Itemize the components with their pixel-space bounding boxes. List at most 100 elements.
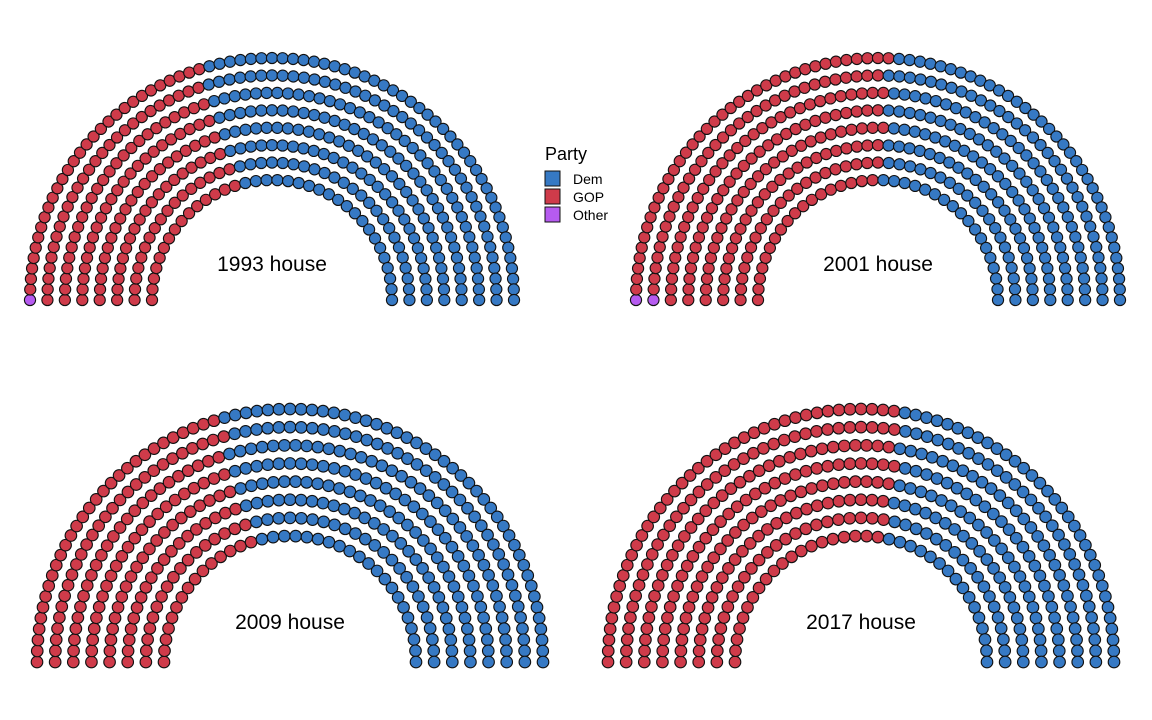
seat-gop (125, 141, 138, 155)
seat-dem (490, 283, 503, 296)
seat-gop (753, 145, 766, 158)
seat-gop (753, 272, 767, 285)
seat-gop (843, 511, 857, 525)
seat-dem (265, 51, 279, 65)
seat-gop (61, 163, 75, 177)
seat-dem (1092, 569, 1106, 582)
seat-other (23, 293, 37, 307)
seat-dem (383, 505, 397, 518)
seat-dem (267, 475, 280, 489)
seat-gop (116, 252, 130, 265)
seat-dem (1074, 251, 1087, 264)
seat-dem (920, 527, 933, 540)
seat-dem (409, 644, 422, 658)
seat-dem (455, 600, 469, 614)
seat-dem (255, 104, 268, 117)
seat-dem (1041, 146, 1054, 160)
seat-dem (302, 90, 316, 103)
seat-dem (459, 220, 472, 234)
seat-dem (505, 578, 519, 592)
seat-dem (239, 406, 253, 420)
seat-dem (977, 580, 991, 594)
seat-dem (1050, 130, 1063, 143)
seat-dem (287, 158, 300, 171)
seat-gop (104, 569, 118, 583)
seat-dem (975, 475, 989, 489)
seat-dem (972, 452, 985, 465)
seat-dem (464, 655, 477, 669)
seat-dem (1013, 622, 1027, 636)
seat-gop (707, 496, 721, 510)
seat-dem (428, 165, 441, 178)
seat-dem (1113, 283, 1126, 296)
seat-gop (783, 450, 797, 464)
seat-dem (975, 156, 988, 169)
seat-dem (435, 146, 448, 160)
seat-gop (794, 447, 807, 461)
seat-gop (810, 462, 824, 475)
seat-gop (887, 404, 901, 418)
seat-gop (58, 589, 72, 603)
seat-dem (1042, 272, 1056, 285)
seat-dem (307, 55, 321, 68)
seat-dem (338, 408, 352, 422)
seat-dem (318, 57, 331, 70)
seat-gop (100, 539, 114, 553)
seat-gop (773, 454, 786, 468)
seat-dem (978, 500, 992, 514)
seat-dem (882, 104, 895, 117)
seat-dem (474, 600, 488, 614)
seat-gop (135, 523, 149, 537)
seat-dem (297, 106, 310, 120)
seat-gop (94, 122, 108, 136)
seat-dem (1018, 124, 1032, 137)
seat-dem (297, 53, 310, 67)
seat-gop (67, 155, 80, 168)
seat-gop (709, 138, 722, 152)
seat-gop (223, 544, 237, 558)
seat-gop (146, 283, 159, 296)
seat-gop (782, 189, 795, 202)
seat-dem (1090, 240, 1103, 254)
seat-dem (995, 515, 1008, 528)
seat-dem (477, 493, 491, 506)
seat-dem (218, 92, 231, 105)
seat-gop (708, 115, 721, 128)
seat-dem (1008, 478, 1022, 491)
seat-gop (105, 192, 118, 206)
seat-gop (876, 403, 890, 417)
seat-gop (114, 212, 127, 225)
seat-dem (454, 469, 468, 482)
seat-dem (488, 261, 501, 275)
seat-dem (287, 105, 300, 118)
seat-dem (426, 633, 439, 646)
seat-dem (943, 156, 956, 169)
seat-gop (146, 611, 160, 624)
seat-gop (157, 655, 171, 669)
seat-dem (1072, 568, 1086, 582)
seat-gop (866, 121, 879, 134)
seat-gop (888, 423, 901, 436)
seat-gop (109, 559, 123, 573)
seat-dem (933, 557, 946, 570)
seat-dem (991, 196, 1005, 209)
seat-gop (741, 251, 754, 264)
seat-gop (805, 193, 819, 206)
seat-gop (80, 138, 93, 151)
seat-dem (994, 231, 1007, 244)
seat-gop (837, 439, 851, 453)
legend-label: Other (573, 207, 608, 223)
seat-gop (720, 212, 733, 225)
seat-gop (89, 493, 103, 506)
seat-gop (103, 655, 116, 669)
seat-dem (983, 163, 997, 176)
seat-dem (278, 475, 291, 489)
seat-dem (422, 489, 436, 502)
seat-dem (903, 142, 916, 155)
seat-dem (478, 220, 491, 233)
seat-gop (751, 293, 765, 307)
seat-dem (428, 138, 441, 152)
legend-swatch (544, 170, 561, 187)
seat-gop (866, 173, 879, 187)
seat-dem (1052, 191, 1065, 205)
